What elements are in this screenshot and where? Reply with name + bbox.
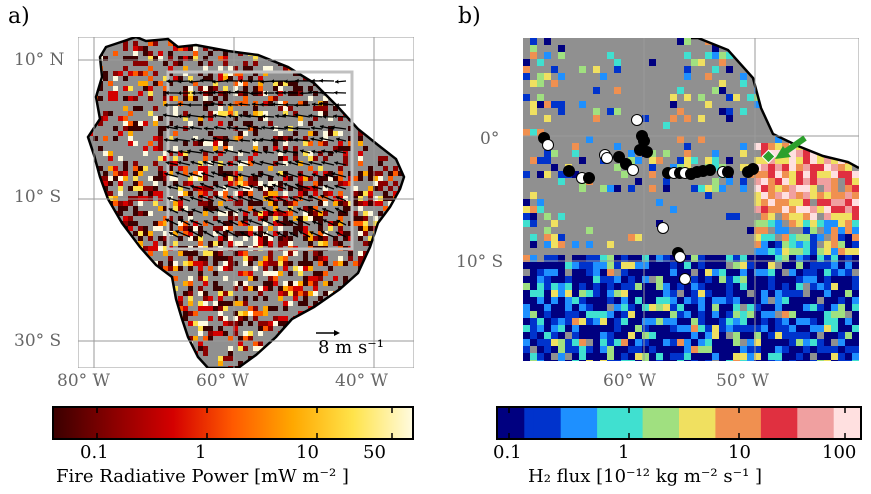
lat-tick-10s: 10° S xyxy=(14,187,62,207)
panel-b-plot xyxy=(522,36,860,362)
fire-cbar-tick-1: 1 xyxy=(195,442,207,463)
lat-tick-0: 0° xyxy=(480,129,500,149)
h2-cbar-tick-1: 1 xyxy=(618,442,630,463)
h2-colorbar xyxy=(496,406,862,444)
panel-a-label: a) xyxy=(8,4,30,29)
panel-a-plot xyxy=(77,35,415,370)
h2-cbar-tick-2: 10 xyxy=(728,442,751,463)
fire-cbar-tick-3: 50 xyxy=(363,442,386,463)
lon-tick-40w: 40° W xyxy=(335,371,389,391)
measurement-sites xyxy=(538,114,759,285)
lat-tick-10s-b: 10° S xyxy=(456,252,504,272)
panel-b-map xyxy=(522,36,860,365)
panel-a-map xyxy=(77,35,415,372)
lon-tick-80w: 80° W xyxy=(57,371,111,391)
south-america-coastline xyxy=(86,35,406,370)
fire-cbar-tick-2: 10 xyxy=(296,442,319,463)
lon-tick-60w: 60° W xyxy=(196,371,250,391)
panel-b-label: b) xyxy=(458,4,481,29)
lon-tick-60w-b: 60° W xyxy=(603,371,657,391)
highlight-site xyxy=(761,135,807,164)
wind-scale-arrow xyxy=(316,330,340,336)
wind-scale-label: 8 m s⁻¹ xyxy=(318,337,384,358)
panel-b-coastline xyxy=(691,36,860,170)
lat-tick-10n: 10° N xyxy=(14,50,65,70)
wind-vectors xyxy=(162,78,347,238)
panel-b-gridlines xyxy=(523,38,859,361)
lon-tick-50w-b: 50° W xyxy=(716,371,770,391)
lat-tick-30s: 30° S xyxy=(14,331,62,351)
h2-colorbar-label: H₂ flux [10⁻¹² kg m⁻² s⁻¹ ] xyxy=(528,466,763,487)
fire-colorbar-label: Fire Radiative Power [mW m⁻² ] xyxy=(56,466,349,487)
h2-cbar-tick-3: 100 xyxy=(822,442,857,463)
fire-cbar-tick-0: 0.1 xyxy=(80,442,109,463)
wind-domain-box xyxy=(166,70,354,251)
fire-colorbar xyxy=(52,406,414,444)
h2-cbar-tick-0: 0.1 xyxy=(493,442,522,463)
